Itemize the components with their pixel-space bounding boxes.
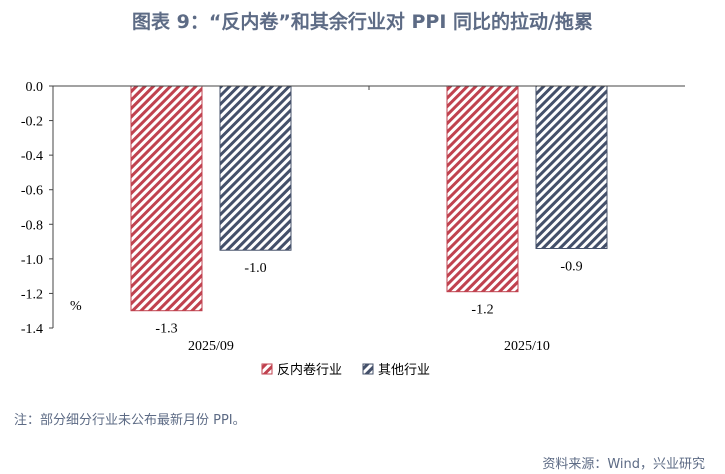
y-tick-label: -0.4 <box>21 149 43 164</box>
bar-other-2025-09 <box>219 85 292 251</box>
bar-anti-involution-2025-10 <box>446 85 519 293</box>
x-tick-label: 2025/09 <box>188 339 234 354</box>
legend-label: 其他行业 <box>378 363 430 378</box>
legend-label: 反内卷行业 <box>277 362 342 378</box>
y-tick-label: -0.8 <box>21 218 43 233</box>
data-label: -1.3 <box>155 322 177 337</box>
bar-other-2025-10 <box>535 85 608 249</box>
x-tick-label: 2025/10 <box>504 339 550 354</box>
data-label: -1.0 <box>244 261 266 276</box>
legend-swatch <box>261 363 273 375</box>
legend-swatch <box>362 363 374 375</box>
bar-anti-involution-2025-09 <box>130 85 203 312</box>
y-tick-label: -1.0 <box>21 253 43 268</box>
chart-title: 图表 9：“反内卷”和其余行业对 PPI 同比的拉动/拖累 <box>132 11 593 33</box>
y-tick-label: -0.2 <box>21 115 43 130</box>
footnote: 注：部分细分行业未公布最新月份 PPI。 <box>14 413 246 428</box>
y-tick-label: -0.6 <box>21 184 43 199</box>
y-tick-label: -1.2 <box>21 287 43 302</box>
y-tick-label: -1.4 <box>21 322 43 337</box>
source-text: 资料来源：Wind，兴业研究 <box>542 457 705 472</box>
data-label: -1.2 <box>471 303 493 318</box>
data-label: -0.9 <box>560 259 582 274</box>
y-axis-unit: % <box>70 299 82 314</box>
y-tick-label: 0.0 <box>26 80 44 95</box>
